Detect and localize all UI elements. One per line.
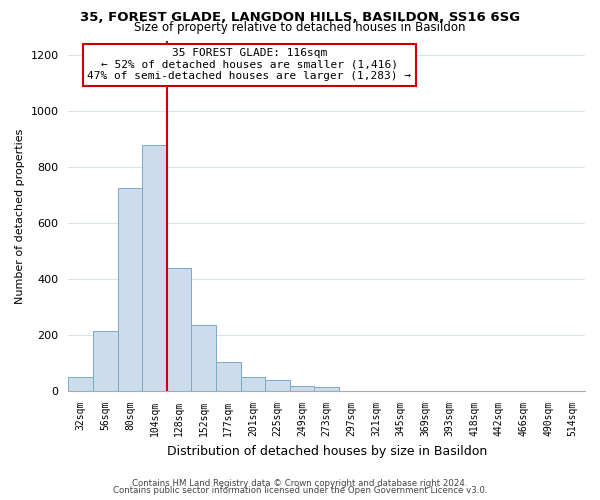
Bar bbox=[191, 326, 216, 391]
Bar bbox=[265, 380, 290, 391]
Text: Size of property relative to detached houses in Basildon: Size of property relative to detached ho… bbox=[134, 22, 466, 35]
Bar bbox=[93, 331, 118, 391]
Bar bbox=[118, 188, 142, 391]
Bar bbox=[290, 386, 314, 391]
X-axis label: Distribution of detached houses by size in Basildon: Distribution of detached houses by size … bbox=[167, 444, 487, 458]
Bar bbox=[314, 387, 339, 391]
Text: 35 FOREST GLADE: 116sqm
← 52% of detached houses are smaller (1,416)
47% of semi: 35 FOREST GLADE: 116sqm ← 52% of detache… bbox=[87, 48, 411, 81]
Bar bbox=[142, 144, 167, 391]
Text: 35, FOREST GLADE, LANGDON HILLS, BASILDON, SS16 6SG: 35, FOREST GLADE, LANGDON HILLS, BASILDO… bbox=[80, 11, 520, 24]
Y-axis label: Number of detached properties: Number of detached properties bbox=[15, 128, 25, 304]
Bar bbox=[167, 268, 191, 391]
Bar bbox=[216, 362, 241, 391]
Text: Contains HM Land Registry data © Crown copyright and database right 2024.: Contains HM Land Registry data © Crown c… bbox=[132, 478, 468, 488]
Bar bbox=[241, 377, 265, 391]
Bar bbox=[68, 377, 93, 391]
Text: Contains public sector information licensed under the Open Government Licence v3: Contains public sector information licen… bbox=[113, 486, 487, 495]
